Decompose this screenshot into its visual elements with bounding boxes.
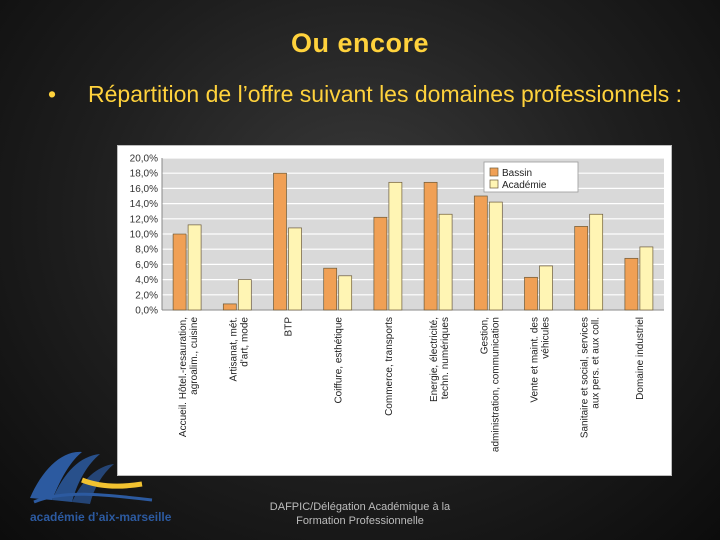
x-tick-label-line: BTP [284,317,295,337]
bar-academie [338,275,353,311]
y-tick-label: 10,0% [130,230,158,241]
bar-bassin [624,257,639,311]
x-tick-label-line: Accueil. Hôtel.-resauration, [178,317,189,437]
x-tick-label-line: techn. numériques [440,317,451,399]
logo-text: académie d’aix-marseille [30,510,172,524]
footer-line-2: Formation Professionnelle [296,515,424,527]
slide-title: Ou encore [290,28,430,58]
x-tick-label: Accueil. Hôtel.-resauration,agroalim., c… [178,317,200,438]
x-tick-label: Vente et maint. desvéhicules [530,317,552,403]
x-tick-label-line: Artisanat, mét. [228,317,239,381]
x-tick-label: Domaine industriel [635,317,646,400]
x-tick-label: Gestion,administration, communication [479,317,501,452]
y-tick-label: 18,0% [130,169,158,180]
bar-academie [589,213,604,311]
x-tick-label-line: véhicules [541,317,552,359]
bar-bassin [222,303,237,311]
y-tick-label: 8,0% [135,245,158,256]
y-tick-label: 14,0% [130,199,158,210]
footer: DAFPIC/Délégation Académique à la Format… [250,500,470,528]
chart-panel: 0,0% 2,0% 4,0% 6,0% 8,0% 10,0% 12,0% 14,0% 16,0%… [117,145,672,476]
x-tick-label-line: Coiffure, esthétique [334,317,345,404]
y-tick-label: 4,0% [135,275,158,286]
bullet-icon: • [48,81,57,107]
x-tick-label-line: Sanitaire et social, services [580,317,591,438]
bar-bassin [574,226,589,311]
bar-academie [237,279,252,311]
bar-academie [388,181,403,311]
bar-academie [187,224,202,311]
x-tick-label: Coiffure, esthétique [334,317,345,404]
bullet-text: Répartition de l’offre suivant les domai… [88,81,683,107]
bar-bassin [323,267,338,311]
y-tick-label: 2,0% [135,290,158,301]
x-tick-label-line: aux pers. et aux coll. [591,317,602,409]
bar-chart: 0,0% 2,0% 4,0% 6,0% 8,0% 10,0% 12,0% 14,0% 16,0%… [130,154,664,452]
x-tick-label-line: Gestion, [479,317,490,354]
legend-box [483,161,579,193]
y-tick-label: 20,0% [130,154,158,165]
x-tick-label-line: Commerce, transports [384,317,395,416]
y-tick-label: 0,0% [135,306,158,317]
bar-academie [288,227,302,311]
bar-academie [539,265,553,311]
bar-academie [639,246,654,311]
x-tick-label-line: agroalim., cuisine [189,317,200,395]
bar-bassin [172,233,187,311]
bar-bassin [524,276,538,311]
bar-bassin [273,172,287,311]
x-tick-label-line: d'art, mode [239,317,250,367]
bullet-point: • Répartition de l’offre suivant les dom… [48,78,688,110]
x-tick-label: BTP [284,317,295,337]
x-tick-label-line: administration, communication [490,317,501,452]
y-tick-label: 6,0% [135,260,158,271]
x-tick-label-line: Energie, électricité, [429,317,440,402]
x-tick-label: Sanitaire et social, servicesaux pers. e… [580,317,602,438]
y-tick-label: 16,0% [130,184,158,195]
x-tick-label: Energie, électricité,techn. numériques [429,317,451,402]
legend-label: Bassin [502,168,532,179]
footer-line-1: DAFPIC/Délégation Académique à la [269,501,451,513]
bar-bassin [373,216,388,311]
bar-bassin [423,181,438,311]
x-tick-label: Artisanat, mét.d'art, mode [228,317,250,382]
legend-swatch [489,179,499,189]
x-tick-label: Commerce, transports [384,317,395,416]
y-tick-label: 12,0% [130,214,158,225]
x-tick-label-line: Domaine industriel [635,317,646,400]
bar-bassin [473,195,488,311]
bar-academie [488,201,503,311]
x-tick-label-line: Vente et maint. des [530,317,541,403]
legend-swatch [489,167,499,177]
academie-logo-icon [30,451,153,504]
bar-academie [438,213,453,311]
legend-label: Académie [502,180,547,191]
